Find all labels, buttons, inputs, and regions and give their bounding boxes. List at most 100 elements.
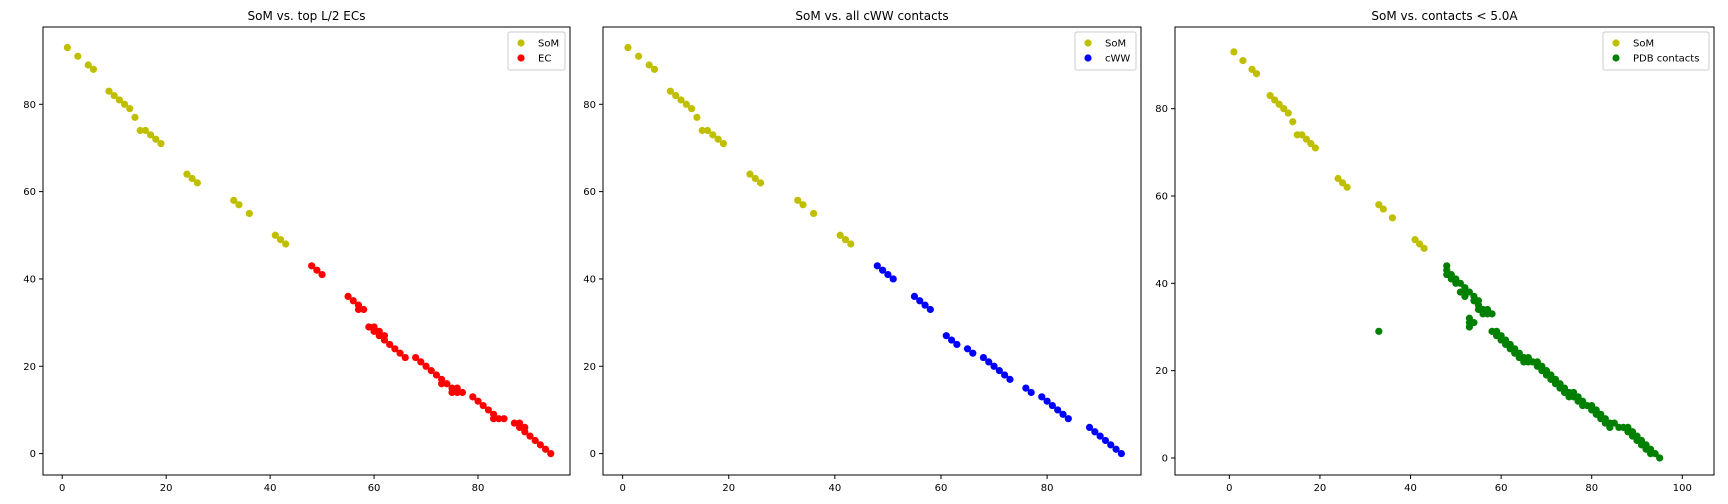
chart-title: SoM vs. all cWW contacts: [795, 9, 948, 23]
data-point: [1610, 419, 1618, 427]
data-point: [417, 358, 425, 366]
data-point: [751, 174, 759, 183]
data-point: [63, 43, 72, 52]
data-point: [672, 91, 680, 100]
legend-marker: [1084, 54, 1092, 62]
y-tick-label: 80: [583, 100, 596, 111]
data-point: [947, 336, 956, 344]
data-point: [1275, 100, 1283, 108]
data-point: [1027, 388, 1035, 397]
data-point: [1415, 240, 1424, 248]
data-point: [495, 415, 503, 423]
y-tick-label: 20: [23, 362, 36, 373]
y-tick-label: 60: [1155, 191, 1168, 202]
data-point: [1307, 139, 1315, 148]
data-point: [698, 126, 706, 135]
data-point: [1343, 183, 1351, 191]
data-point: [1230, 48, 1238, 56]
data-point: [152, 135, 160, 143]
data-point: [391, 345, 399, 353]
data-point: [841, 236, 850, 244]
legend: SoM cWW: [1074, 31, 1137, 71]
data-point: [230, 196, 238, 204]
legend-marker: [517, 39, 525, 47]
chart-title: SoM vs. top L/2 ECs: [248, 9, 366, 23]
data-point: [1289, 118, 1297, 126]
data-point: [889, 275, 897, 283]
data-point: [799, 201, 807, 209]
data-point: [380, 336, 389, 344]
data-point: [412, 353, 420, 362]
data-point: [1470, 319, 1478, 327]
data-point: [469, 393, 477, 401]
data-point: [401, 353, 409, 362]
data-point: [810, 209, 818, 218]
legend-marker: [517, 54, 525, 62]
data-point: [1085, 423, 1094, 432]
x-tick-label: 20: [160, 483, 173, 494]
y-tick-label: 0: [1162, 453, 1168, 464]
data-point: [969, 349, 977, 357]
x-tick-label: 100: [1673, 483, 1692, 494]
x-tick-label: 80: [1041, 483, 1054, 494]
legend-label: SoM: [1633, 39, 1654, 50]
y-tick-label: 0: [30, 449, 36, 460]
x-tick-label: 60: [935, 483, 948, 494]
data-point: [990, 362, 998, 370]
data-point: [531, 436, 539, 445]
data-point: [396, 349, 404, 357]
chart-panel-3: SoM vs. contacts < 5.0A 0 20 40 60 80 100 0 20 40…: [1155, 9, 1715, 494]
data-point: [349, 297, 357, 305]
y-tick-label: 20: [583, 362, 596, 373]
data-point: [709, 131, 717, 139]
data-point: [146, 131, 155, 139]
data-point: [979, 353, 988, 362]
data-point: [1375, 201, 1383, 209]
y-tick-label: 20: [1155, 366, 1168, 377]
data-point: [985, 358, 993, 366]
data-point: [836, 231, 844, 239]
data-point: [193, 179, 201, 187]
data-point: [1239, 57, 1247, 65]
data-point: [541, 445, 550, 453]
data-point: [1375, 327, 1383, 335]
data-point: [693, 113, 701, 121]
series-som: [624, 43, 855, 248]
data-point: [1388, 214, 1397, 222]
data-point: [884, 270, 892, 279]
x-tick-label: 0: [1226, 483, 1232, 494]
legend-label: EC: [538, 54, 551, 65]
data-point: [995, 367, 1003, 375]
data-point: [645, 61, 653, 69]
data-point: [910, 292, 919, 301]
data-point: [677, 96, 685, 104]
panels: SoM vs. top L/2 ECs 0 20 40 60 80 0 20 40 60 80 SoM…: [23, 9, 1715, 494]
legend-label: PDB contacts: [1633, 54, 1699, 65]
data-point: [365, 323, 373, 331]
data-point: [1302, 135, 1310, 143]
y-tick-label: 40: [1155, 279, 1168, 290]
data-point: [666, 87, 674, 95]
data-point: [1456, 279, 1464, 287]
data-point: [1248, 65, 1256, 73]
data-point: [916, 297, 924, 305]
legend-box: [1602, 31, 1710, 71]
data-point: [1284, 109, 1292, 117]
data-point: [942, 332, 950, 340]
data-point: [794, 196, 802, 204]
chart-title: SoM vs. contacts < 5.0A: [1371, 9, 1518, 23]
data-point: [1311, 144, 1320, 152]
x-tick-label: 60: [368, 483, 381, 494]
data-point: [1656, 454, 1664, 462]
data-point: [110, 91, 118, 100]
x-tick-label: 80: [472, 483, 485, 494]
series-som: [1230, 48, 1428, 252]
data-point: [443, 380, 451, 388]
y-tick-label: 40: [23, 274, 36, 285]
data-point: [474, 397, 482, 405]
legend-label: cWW: [1105, 54, 1130, 65]
data-point: [375, 332, 383, 340]
data-point: [479, 401, 487, 410]
data-point: [1064, 415, 1072, 423]
data-point: [1488, 310, 1496, 318]
